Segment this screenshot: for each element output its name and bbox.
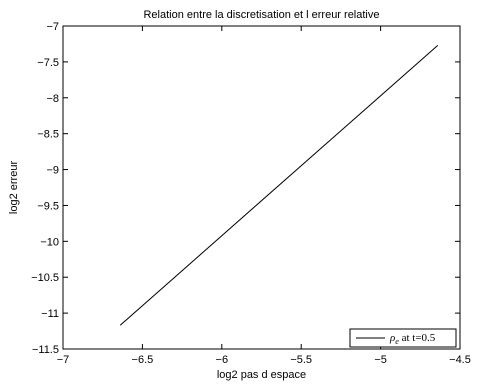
x-axis-label: log2 pas d espace [217, 369, 306, 381]
y-tick-label: −10 [40, 236, 59, 248]
axes-frame [62, 25, 461, 350]
legend: ρe at t=0.5 [349, 328, 457, 348]
y-tick-label: −9 [46, 165, 59, 177]
y-tick-label: −9.5 [37, 200, 59, 212]
legend-entry: ρe at t=0.5 [389, 332, 436, 346]
series-line [119, 45, 439, 326]
legend-suffix: at t=0.5 [399, 332, 436, 344]
axes-layer: −7 −6.5 −6 −5.5 −5 −4.5 −11.5 −11 −10.5 −10 −9.5 −9… [31, 21, 471, 366]
y-tick-label: −11 [41, 308, 59, 320]
x-tick-label: −5.5 [290, 354, 312, 366]
labels-layer: Relation entre la discretisation et l er… [8, 9, 380, 381]
y-tick-label: −8 [46, 93, 59, 105]
x-tick-label: −4.5 [449, 354, 471, 366]
y-axis-label: log2 erreur [8, 161, 20, 215]
y-tick-label: −10.5 [31, 272, 59, 284]
legend-symbol: ρ [389, 332, 395, 344]
x-tick-label: −6 [216, 354, 229, 366]
x-tick-label: −7 [57, 354, 70, 366]
x-tick-label: −5 [374, 354, 387, 366]
legend-box [349, 328, 457, 348]
y-tick-label: −8.5 [37, 129, 59, 141]
legend-subscript: e [395, 337, 399, 346]
y-tick-label: −7.5 [37, 57, 59, 69]
chart-title: Relation entre la discretisation et l er… [143, 9, 379, 21]
plot-layer [119, 45, 439, 326]
y-tick-label: −7 [46, 21, 59, 33]
y-tick-label: −11.5 [32, 344, 59, 356]
x-tick-label: −6.5 [132, 354, 154, 366]
